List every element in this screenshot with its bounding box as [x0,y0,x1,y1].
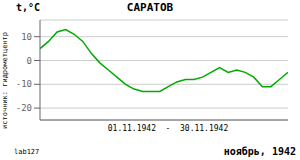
html-text:01.11.1942 - 30.11.1942: 01.11.1942 - 30.11.1942 [107,124,229,133]
svg-text:-20: -20 [16,103,32,113]
svg-text:-10: -10 [16,79,32,89]
html-text:ноябрь, 1942: ноябрь, 1942 [223,146,296,157]
html-text:t,°C: t,°C [16,2,41,13]
svg-text:10: 10 [21,32,32,42]
html-text:источник: гидрометцентр: источник: гидрометцентр [1,31,9,129]
html-text:САРАТОВ: САРАТОВ [126,1,174,14]
svg-text:0: 0 [27,56,32,66]
html-text:lab127: lab127 [14,148,40,156]
